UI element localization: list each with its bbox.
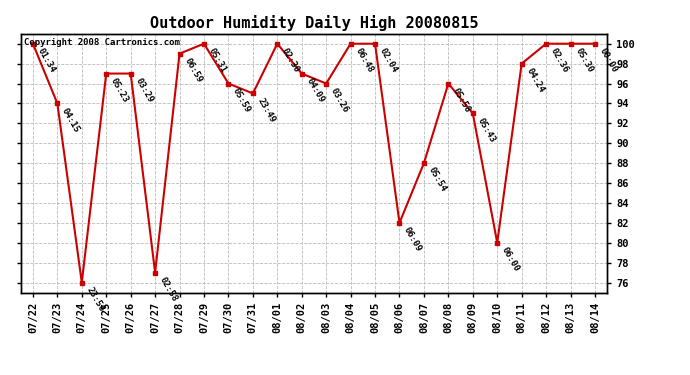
Text: 06:09: 06:09 <box>402 226 424 254</box>
Text: 04:15: 04:15 <box>60 106 81 134</box>
Text: 05:59: 05:59 <box>231 86 253 114</box>
Text: 01:34: 01:34 <box>36 46 57 74</box>
Text: 03:29: 03:29 <box>133 76 155 104</box>
Text: 06:48: 06:48 <box>353 46 375 74</box>
Text: 23:56: 23:56 <box>85 285 106 313</box>
Text: 05:30: 05:30 <box>573 46 595 74</box>
Text: 02:30: 02:30 <box>280 46 302 74</box>
Text: Copyright 2008 Cartronics.com: Copyright 2008 Cartronics.com <box>23 38 179 46</box>
Text: 06:00: 06:00 <box>500 246 521 273</box>
Text: 05:31: 05:31 <box>207 46 228 74</box>
Text: 04:24: 04:24 <box>524 66 546 94</box>
Text: 05:23: 05:23 <box>109 76 130 104</box>
Title: Outdoor Humidity Daily High 20080815: Outdoor Humidity Daily High 20080815 <box>150 15 478 31</box>
Text: 02:36: 02:36 <box>549 46 570 74</box>
Text: 02:58: 02:58 <box>158 275 179 303</box>
Text: 05:43: 05:43 <box>475 116 497 144</box>
Text: 06:59: 06:59 <box>182 56 204 84</box>
Text: 02:04: 02:04 <box>378 46 399 74</box>
Text: 04:09: 04:09 <box>304 76 326 104</box>
Text: 23:49: 23:49 <box>255 96 277 124</box>
Text: 03:26: 03:26 <box>329 86 351 114</box>
Text: 05:58: 05:58 <box>451 86 473 114</box>
Text: 05:54: 05:54 <box>426 166 448 194</box>
Text: 00:00: 00:00 <box>598 46 619 74</box>
